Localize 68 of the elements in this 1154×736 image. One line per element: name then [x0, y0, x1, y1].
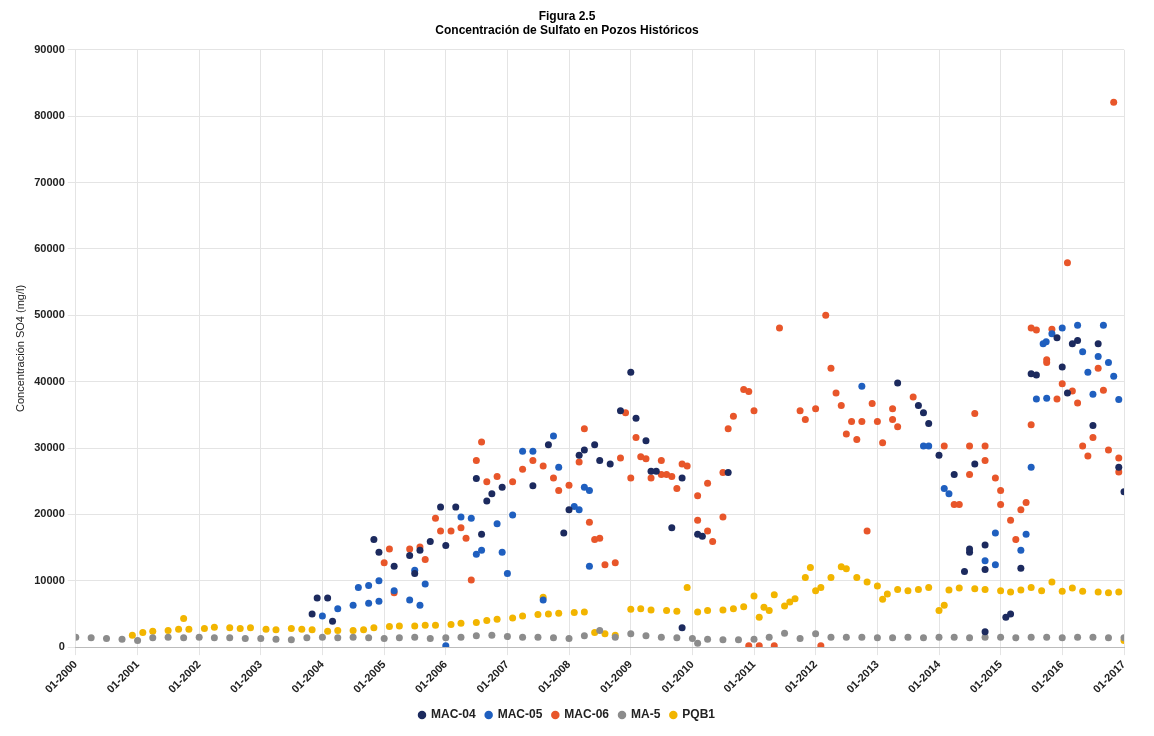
point — [318, 612, 326, 620]
point — [354, 583, 362, 591]
point — [334, 605, 342, 613]
legend-label: MAC-06 — [564, 707, 610, 722]
point — [1079, 348, 1087, 356]
point — [498, 548, 506, 556]
point — [472, 550, 480, 558]
y-tick-label: 90000 — [34, 42, 65, 55]
point — [1089, 390, 1097, 398]
point — [375, 597, 383, 605]
point — [555, 463, 563, 471]
legend-label: MAC-04 — [430, 707, 476, 722]
y-axis-title: Concentración SO4 (mg/l) — [13, 284, 26, 413]
point — [981, 557, 989, 565]
point — [925, 442, 933, 450]
point — [509, 511, 517, 519]
point — [858, 382, 866, 390]
point — [503, 569, 511, 577]
point — [549, 432, 557, 440]
chart-title: Figura 2.5 — [538, 8, 596, 23]
point — [1027, 463, 1035, 471]
point — [1094, 352, 1102, 360]
point — [421, 580, 429, 588]
y-tick-label: 20000 — [34, 507, 65, 520]
point — [991, 529, 999, 537]
point — [375, 577, 383, 585]
point — [529, 447, 537, 455]
point — [1032, 395, 1040, 403]
point — [940, 485, 948, 492]
point — [406, 596, 414, 604]
y-tick-label: 30000 — [34, 441, 65, 454]
y-tick-label: 80000 — [34, 109, 65, 122]
y-tick-label: 70000 — [34, 175, 65, 188]
point — [493, 520, 501, 528]
point — [585, 486, 593, 494]
point — [478, 546, 486, 554]
y-tick-label: 50000 — [34, 308, 65, 321]
y-tick-label: 0 — [58, 640, 65, 653]
point — [1048, 330, 1056, 338]
point — [1017, 546, 1025, 554]
legend-label: PQB1 — [682, 707, 716, 722]
point — [442, 642, 450, 648]
legend-label: MAC-05 — [497, 707, 543, 722]
point — [1110, 372, 1118, 380]
legend-label: MA-5 — [631, 707, 661, 722]
point — [575, 506, 583, 514]
y-tick-label: 10000 — [34, 573, 65, 586]
point — [467, 514, 475, 522]
point — [1084, 368, 1092, 376]
point — [1022, 530, 1030, 538]
point — [365, 599, 373, 607]
point — [416, 601, 424, 609]
point — [1058, 324, 1066, 332]
point — [1099, 321, 1107, 329]
point — [991, 561, 999, 569]
point — [1104, 358, 1112, 366]
point — [519, 447, 527, 455]
point — [945, 490, 953, 498]
point — [1043, 394, 1051, 402]
point — [1074, 321, 1082, 329]
point — [585, 562, 593, 570]
point — [1115, 396, 1123, 404]
chart-subtitle: Concentración de Sulfato en Pozos Históricos — [435, 22, 700, 37]
point — [365, 581, 373, 589]
y-tick-label: 40000 — [34, 374, 65, 387]
point — [349, 601, 357, 609]
y-tick-label: 60000 — [34, 241, 65, 254]
point — [457, 513, 465, 521]
